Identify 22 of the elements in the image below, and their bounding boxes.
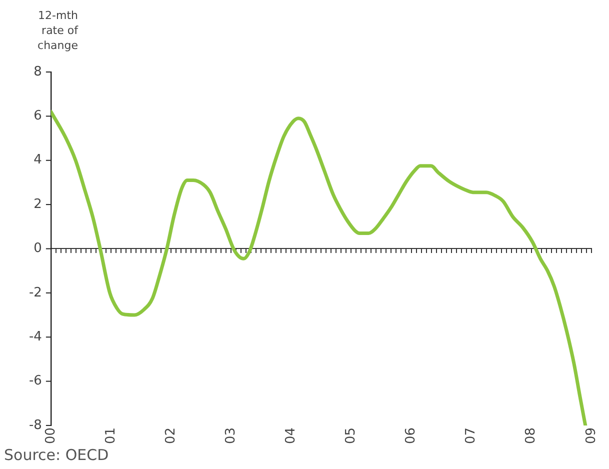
x-tick-label: 08 bbox=[524, 427, 539, 444]
y-tick-label: 2 bbox=[34, 196, 42, 212]
x-tick-label: 09 bbox=[584, 427, 599, 444]
line-series bbox=[50, 110, 588, 426]
y-tick-label: 4 bbox=[34, 152, 42, 168]
x-tick-label: 00 bbox=[43, 427, 58, 444]
x-tick-label: 04 bbox=[284, 427, 299, 444]
y-tick-label: -8 bbox=[28, 418, 42, 433]
x-tick-label: 06 bbox=[404, 427, 419, 444]
x-tick-label: 07 bbox=[464, 427, 479, 444]
source-note: Source: OECD bbox=[4, 446, 109, 464]
y-axis-title: 12-mth rate of change bbox=[36, 8, 78, 53]
x-tick-label: 03 bbox=[223, 427, 238, 444]
y-tick-label: -2 bbox=[28, 285, 42, 300]
y-tick-label: 6 bbox=[34, 108, 42, 124]
y-tick-label: -4 bbox=[28, 329, 42, 344]
x-tick-label: 02 bbox=[163, 427, 178, 444]
y-tick-label: 0 bbox=[34, 241, 42, 256]
y-tick-label: 8 bbox=[34, 64, 42, 80]
x-tick-label: 01 bbox=[103, 427, 118, 444]
x-tick-label: 05 bbox=[344, 427, 359, 444]
y-tick-label: -6 bbox=[28, 374, 42, 389]
